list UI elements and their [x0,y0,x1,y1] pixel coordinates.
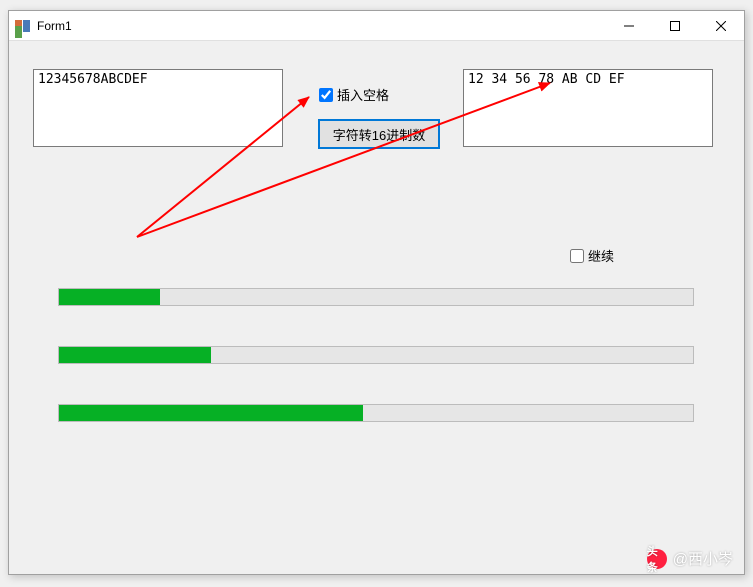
watermark: 头条 @西小岑 [647,548,733,569]
progress-bar-1 [58,288,694,306]
minimize-button[interactable] [606,11,652,41]
insert-space-checkbox[interactable]: 插入空格 [319,85,389,104]
watermark-text: @西小岑 [673,548,733,569]
convert-button-label: 字符转16进制数 [333,125,425,144]
input-textbox[interactable]: 12345678ABCDEF [33,69,283,147]
window-controls [606,11,744,40]
continue-checkbox-label: 继续 [588,246,614,265]
insert-space-checkbox-input[interactable] [319,88,333,102]
window-title: Form1 [37,19,606,33]
watermark-logo: 头条 [647,549,667,569]
progress-bar-2-fill [59,347,211,363]
continue-checkbox-input[interactable] [570,249,584,263]
output-textbox[interactable]: 12 34 56 78 AB CD EF [463,69,713,147]
progress-bar-2 [58,346,694,364]
insert-space-checkbox-label: 插入空格 [337,85,389,104]
convert-button[interactable]: 字符转16进制数 [318,119,440,149]
client-area: 12345678ABCDEF 12 34 56 78 AB CD EF 插入空格… [9,41,744,574]
maximize-button[interactable] [652,11,698,41]
app-icon [15,18,31,34]
progress-bar-3-fill [59,405,363,421]
close-button[interactable] [698,11,744,41]
continue-checkbox[interactable]: 继续 [570,246,614,265]
progress-bar-3 [58,404,694,422]
progress-bar-1-fill [59,289,160,305]
titlebar: Form1 [9,11,744,41]
app-window: Form1 12345678ABCDEF 12 34 56 78 AB CD E… [8,10,745,575]
